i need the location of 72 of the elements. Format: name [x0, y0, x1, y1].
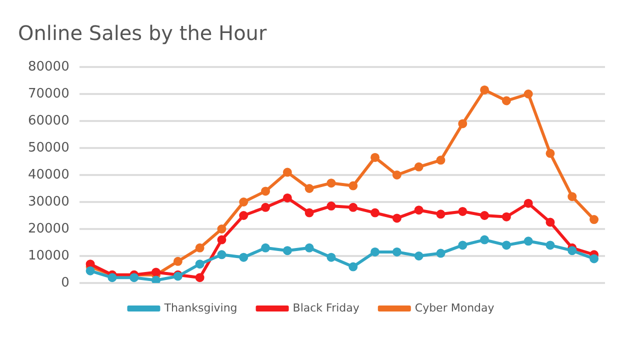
point [480, 235, 490, 244]
point [590, 254, 599, 264]
point [546, 148, 555, 158]
point [326, 252, 336, 262]
point [195, 273, 204, 282]
point [261, 186, 270, 196]
point [326, 202, 336, 211]
point [458, 240, 468, 250]
point [414, 206, 424, 215]
point [239, 198, 248, 206]
point [239, 252, 248, 262]
legend-label: Cyber Monday [414, 301, 495, 314]
point [282, 246, 292, 256]
point [370, 152, 380, 162]
y-tick-label: 20000 [28, 221, 70, 236]
point [217, 250, 226, 260]
point [524, 90, 533, 98]
y-tick-label: 70000 [28, 86, 70, 102]
y-tick-label: 40000 [28, 167, 70, 182]
point [217, 224, 226, 234]
point [458, 206, 468, 216]
point [458, 119, 468, 128]
point [568, 192, 577, 202]
y-tick-label: 50000 [28, 140, 70, 156]
point [480, 85, 490, 94]
point [370, 247, 380, 256]
point [108, 273, 117, 282]
point [546, 240, 555, 250]
point [304, 208, 314, 218]
point [414, 252, 424, 260]
point [414, 162, 424, 172]
point [239, 211, 248, 220]
y-tick-label: 30000 [28, 194, 70, 210]
point [130, 273, 139, 282]
point [282, 168, 292, 177]
point [502, 212, 511, 222]
point [370, 208, 380, 218]
point [261, 243, 270, 252]
point [282, 193, 292, 202]
point [261, 202, 270, 212]
point [436, 210, 446, 219]
point [524, 236, 533, 246]
point [326, 178, 336, 188]
point [392, 247, 402, 256]
y-tick-label: 10000 [28, 248, 70, 264]
point [348, 181, 358, 190]
point [392, 214, 402, 223]
point [304, 243, 314, 252]
point [546, 218, 555, 227]
legend-label: Thanksgiving [163, 301, 238, 314]
point [86, 266, 95, 276]
point [348, 202, 358, 212]
point [217, 235, 226, 244]
y-tick-label: 0 [61, 275, 70, 290]
point [502, 96, 511, 106]
point [195, 243, 204, 252]
point [590, 215, 599, 224]
point [436, 248, 446, 258]
point [304, 184, 314, 193]
point [568, 246, 577, 256]
point [480, 211, 490, 220]
point [436, 156, 446, 165]
y-tick-label: 80000 [28, 59, 70, 74]
y-tick-label: 60000 [28, 113, 70, 128]
point [173, 256, 182, 266]
point [524, 198, 533, 208]
legend-label: Black Friday [292, 301, 360, 314]
point [348, 262, 358, 272]
point [502, 240, 511, 250]
point [392, 170, 402, 180]
chart-title: Online Sales by the Hour [18, 21, 268, 46]
point [195, 260, 204, 269]
